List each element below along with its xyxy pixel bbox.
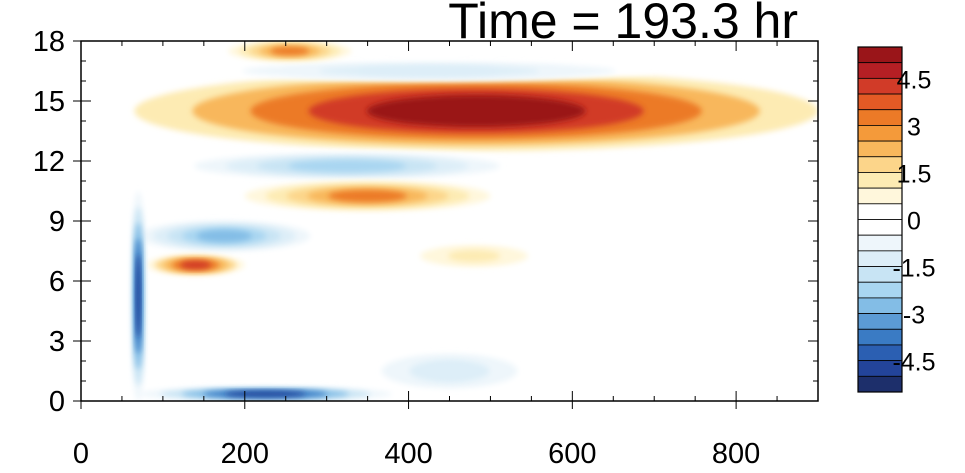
colorbar-label: 4.5 <box>897 66 932 94</box>
colorbar-box <box>857 297 903 314</box>
colorbar-box <box>857 46 903 64</box>
colorbar-frame <box>857 46 903 393</box>
colorbar-box <box>857 203 903 220</box>
colorbar-box <box>857 187 903 205</box>
colorbar-box <box>857 125 903 142</box>
field-feature <box>392 241 556 271</box>
field-contour <box>196 230 252 242</box>
colorbar: 4.5 3 1.5 0 -1.5 -3 -4.5 <box>857 46 936 393</box>
plot-area: 0 200 400 600 800 0 3 6 9 12 15 18 <box>33 26 819 470</box>
x-tick-label: 800 <box>712 438 760 470</box>
field-feature <box>138 221 311 251</box>
x-tick-label: 400 <box>384 438 432 470</box>
field-feature <box>367 351 532 391</box>
colorbar-box <box>857 313 903 330</box>
field-feature <box>134 71 818 151</box>
colorbar-box <box>857 328 903 346</box>
colorbar-box <box>857 375 903 393</box>
colorbar-box <box>857 77 903 95</box>
field-feature <box>228 41 352 61</box>
field-contour <box>328 190 407 202</box>
field-feature <box>203 61 655 81</box>
field-feature <box>162 151 532 181</box>
colorbar-box <box>857 156 903 173</box>
colorbar-box <box>857 281 903 299</box>
y-tick-label: 3 <box>49 326 65 358</box>
colorbar-label: 3 <box>907 113 921 141</box>
field-contour <box>135 254 141 338</box>
x-tick-label: 600 <box>548 438 596 470</box>
field-feature <box>146 255 245 275</box>
field-contour <box>423 363 476 379</box>
colorbar-box <box>857 172 903 189</box>
y-tick-label: 9 <box>49 206 65 238</box>
colorbar-box <box>857 219 903 236</box>
x-tick-label: 0 <box>73 438 89 470</box>
field-contour <box>224 391 306 397</box>
colorbar-label: -4.5 <box>892 349 935 377</box>
colorbar-box <box>857 62 903 79</box>
field-contour <box>447 250 501 262</box>
axis-ticks: 0 200 400 600 800 0 3 6 9 12 15 18 <box>33 26 819 470</box>
y-tick-label: 0 <box>49 386 65 418</box>
field-feature <box>130 191 147 401</box>
chart-title: Time = 193.3 hr <box>448 0 798 49</box>
y-tick-label: 15 <box>33 86 65 118</box>
field-feature <box>138 387 393 401</box>
y-tick-label: 6 <box>49 266 65 298</box>
x-tick-label: 200 <box>221 438 269 470</box>
field-feature <box>244 181 491 211</box>
field-contour <box>270 47 310 55</box>
colorbar-box <box>857 109 903 126</box>
y-tick-label: 12 <box>33 146 65 178</box>
colorbar-box <box>857 93 903 111</box>
colorbar-box <box>857 234 903 252</box>
colorbar-label: -1.5 <box>892 255 935 283</box>
field-contour <box>366 95 586 127</box>
colorbar-label: -3 <box>903 302 925 330</box>
y-tick-label: 18 <box>33 26 65 58</box>
heatmap-field <box>130 41 818 401</box>
field-contour <box>356 67 502 75</box>
field-contour <box>288 160 407 172</box>
field-contour <box>179 261 212 269</box>
colorbar-label: 0 <box>907 208 921 236</box>
colorbar-label: 1.5 <box>897 160 932 188</box>
colorbar-box <box>857 140 903 158</box>
